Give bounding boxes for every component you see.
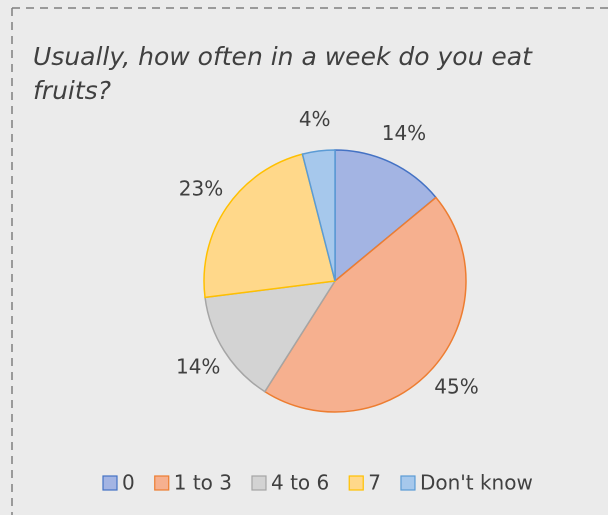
chart-title: Usually, how often in a week do you eat … xyxy=(33,42,532,105)
legend-label: Don't know xyxy=(420,471,533,495)
legend-swatch xyxy=(400,475,416,491)
legend-label: 4 to 6 xyxy=(271,471,329,495)
pie-slice xyxy=(334,149,437,283)
data-label: 23% xyxy=(179,176,223,200)
legend-swatch xyxy=(102,475,118,491)
data-label: 4% xyxy=(299,107,331,131)
pie-slice xyxy=(204,280,337,393)
data-label: 14% xyxy=(382,121,426,145)
legend-label: 1 to 3 xyxy=(174,471,232,495)
legend-swatch xyxy=(154,475,170,491)
pie-slice xyxy=(203,153,336,299)
pie-slice xyxy=(263,196,467,413)
legend-swatch xyxy=(251,475,267,491)
data-label: 45% xyxy=(434,375,478,399)
legend-label: 0 xyxy=(122,471,135,495)
legend-label: 7 xyxy=(368,471,381,495)
pie-slice xyxy=(301,149,336,282)
data-label: 14% xyxy=(176,354,220,378)
legend-swatch xyxy=(348,475,364,491)
